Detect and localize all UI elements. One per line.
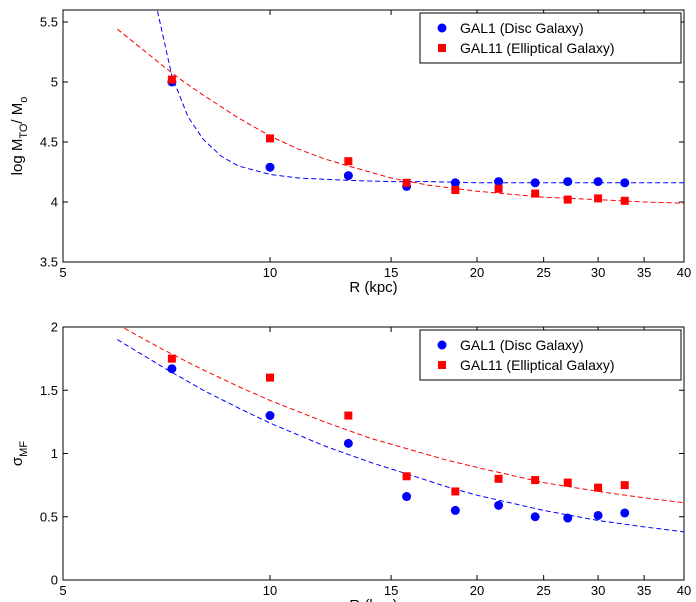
data-point-circle — [343, 438, 353, 448]
legend-box — [419, 329, 682, 381]
y-axis-label-sub1: MF — [18, 441, 30, 457]
legend-marker-circle — [437, 23, 447, 33]
x-tick-label: 15 — [384, 583, 398, 598]
fit-curve — [120, 327, 684, 504]
y-tick-label: 3.5 — [40, 255, 58, 270]
data-point-square — [563, 478, 572, 487]
x-axis-label: R (kpc) — [349, 279, 397, 296]
x-tick-label: 15 — [384, 265, 398, 280]
data-point-circle — [494, 500, 504, 510]
legend-label: GAL1 (Disc Galaxy) — [460, 337, 584, 353]
y-axis-label-pre: log M — [9, 139, 26, 176]
y-tick-label: 0 — [51, 573, 58, 588]
data-point-square — [563, 195, 572, 204]
data-point-square — [494, 474, 503, 483]
data-point-square — [620, 196, 629, 205]
legend-label: GAL1 (Disc Galaxy) — [460, 20, 584, 36]
data-point-circle — [620, 508, 630, 518]
fit-curve — [117, 28, 684, 204]
x-tick-label: 25 — [536, 583, 550, 598]
x-tick-label: 30 — [591, 265, 605, 280]
data-point-square — [451, 487, 460, 496]
data-point-square — [531, 189, 540, 198]
y-tick-label: 0.5 — [40, 509, 58, 524]
y-tick-label: 4 — [51, 195, 58, 210]
data-point-square — [167, 354, 176, 363]
x-tick-label: 20 — [470, 265, 484, 280]
axes-box — [62, 9, 685, 263]
fit-curve — [157, 11, 684, 184]
data-point-circle — [563, 513, 573, 523]
x-tick-label: 5 — [59, 583, 66, 598]
data-point-square — [594, 483, 603, 492]
data-point-square — [402, 178, 411, 187]
y-axis-label-sub1: TO — [18, 123, 30, 139]
y-tick-label: 2 — [51, 320, 58, 335]
data-point-square — [451, 186, 460, 194]
legend: GAL1 (Disc Galaxy) GAL11 (Elliptical Gala… — [419, 329, 682, 381]
data-point-square — [594, 194, 603, 203]
y-tick-label: 5 — [51, 75, 58, 90]
data-point-square — [531, 476, 540, 485]
fit-curve — [117, 339, 684, 533]
data-point-circle — [265, 162, 275, 172]
data-point-circle — [620, 178, 630, 188]
data-point-circle — [530, 512, 540, 522]
legend-box — [419, 12, 682, 64]
legend-marker-square — [438, 44, 446, 52]
series-gal11-elliptical — [120, 327, 684, 504]
chart-top-log-mto: 5 10 15 20 25 30 35 40 3.5 4 4.5 5 5.5 R (kpc) log MTO… — [9, 9, 691, 296]
data-point-circle — [593, 510, 603, 520]
data-point-circle — [593, 177, 603, 187]
series-gal11-elliptical — [117, 28, 684, 205]
chart-bottom-sigma-mf: 5 10 15 20 25 30 35 40 0 0.5 1 1.5 2 R (kpc) σMF GAL1 (… — [9, 320, 691, 602]
data-point-square — [344, 157, 353, 166]
y-axis-label: log MTO/ Mo — [9, 97, 30, 176]
legend-label: GAL11 (Elliptical Galaxy) — [460, 357, 615, 373]
data-point-circle — [343, 171, 353, 181]
y-tick-label: 1 — [51, 446, 58, 461]
data-point-circle — [265, 411, 275, 421]
data-point-square — [344, 411, 353, 420]
data-point-circle — [450, 505, 460, 515]
x-tick-label: 35 — [637, 583, 651, 598]
y-tick-label: 5.5 — [40, 15, 58, 30]
legend-label: GAL11 (Elliptical Galaxy) — [460, 40, 615, 56]
x-tick-label: 10 — [263, 583, 277, 598]
series-gal1-disc — [117, 339, 684, 533]
data-point-square — [167, 75, 176, 84]
legend-marker-square — [438, 361, 446, 369]
data-point-circle — [563, 177, 573, 187]
x-tick-label: 5 — [59, 265, 66, 280]
y-axis-label-mid: / M — [9, 103, 26, 124]
x-tick-label: 25 — [536, 265, 550, 280]
y-tick-label: 1.5 — [40, 383, 58, 398]
x-axis-label: R (kpc) — [349, 597, 397, 602]
x-tick-label: 20 — [470, 583, 484, 598]
data-point-square — [402, 472, 411, 481]
x-tick-label: 35 — [637, 265, 651, 280]
data-point-square — [494, 184, 503, 193]
legend-marker-circle — [437, 340, 447, 350]
data-point-circle — [530, 178, 540, 188]
data-point-square — [266, 373, 274, 382]
x-tick-label: 40 — [677, 265, 691, 280]
data-point-circle — [450, 178, 460, 188]
data-point-circle — [402, 492, 412, 502]
x-tick-label: 30 — [591, 583, 605, 598]
legend: GAL1 (Disc Galaxy) GAL11 (Elliptical Gala… — [419, 12, 682, 64]
x-tick-label: 10 — [263, 265, 277, 280]
data-point-square — [266, 134, 274, 143]
y-tick-label: 4.5 — [40, 135, 58, 150]
x-tick-label: 40 — [677, 583, 691, 598]
y-axis-label-sub2: o — [18, 97, 30, 103]
data-point-circle — [167, 364, 177, 374]
data-point-square — [620, 481, 629, 490]
y-axis-label-pre: σ — [9, 456, 26, 466]
data-point-circle — [494, 177, 504, 187]
y-axis-label: σMF — [9, 441, 30, 466]
